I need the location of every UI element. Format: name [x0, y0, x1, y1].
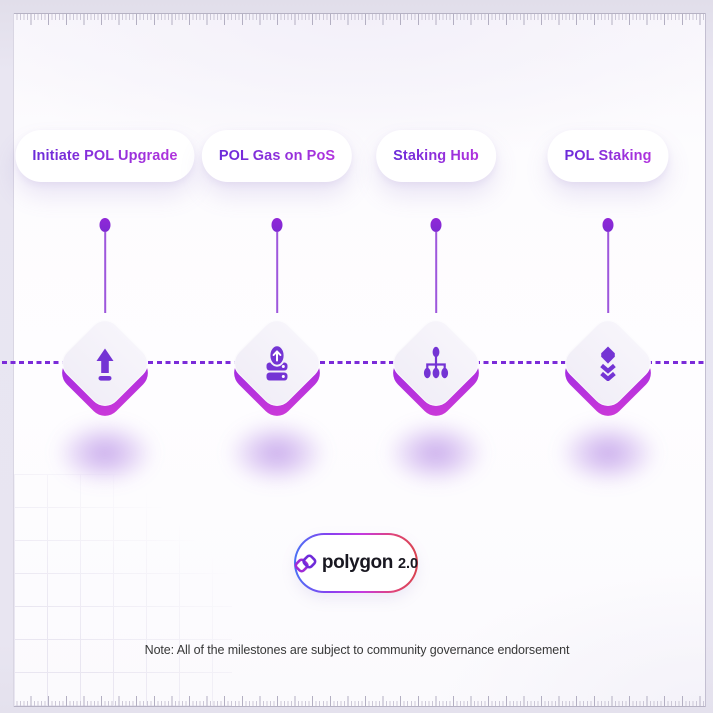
timeline-dashed-line	[2, 361, 706, 365]
milestone-label: POL Gas on PoS	[218, 148, 336, 164]
diamond-shadow	[538, 408, 678, 498]
canvas-right-border	[705, 13, 706, 707]
diamond-shadow	[207, 408, 347, 498]
timeline-dot	[99, 218, 111, 232]
timeline-dot	[430, 218, 442, 232]
canvas-left-border	[13, 13, 14, 707]
stacked-layers-icon	[589, 344, 627, 382]
bottom-ruler	[13, 696, 705, 707]
milestone-label-card: Staking Hub	[376, 130, 496, 182]
polygon-logo-badge: polygon 2.0	[294, 533, 418, 593]
diamond-card	[386, 313, 486, 413]
timeline-stem	[276, 231, 278, 313]
background-grid	[14, 474, 232, 706]
upload-arrow-icon	[86, 344, 124, 382]
logo-version-text: 2.0	[397, 556, 419, 572]
diamond-card	[55, 313, 155, 413]
timeline-stem	[607, 231, 609, 313]
milestone-label: Staking Hub	[393, 148, 479, 164]
timeline-stem	[435, 231, 437, 313]
governance-note: Note: All of the milestones are subject …	[144, 643, 570, 657]
timeline-dot	[602, 218, 614, 232]
timeline-dot	[271, 218, 283, 232]
milestone-label: Initiate POL Upgrade	[32, 148, 178, 164]
milestone-label-card: Initiate POL Upgrade	[15, 130, 195, 182]
gas-coins-icon	[258, 344, 296, 382]
logo-brand-text: polygon	[321, 552, 393, 573]
diamond-shadow	[366, 408, 506, 498]
diamond-card	[558, 313, 658, 413]
diamond-shadow	[35, 408, 175, 498]
timeline-stem	[104, 231, 106, 313]
milestone-label: POL Staking	[564, 148, 652, 164]
top-ruler	[13, 13, 705, 25]
diamond-card	[227, 313, 327, 413]
polygon-logo-icon	[294, 552, 317, 575]
milestone-label-card: POL Staking	[547, 130, 669, 182]
milestone-label-card: POL Gas on PoS	[201, 130, 353, 182]
hierarchy-icon	[417, 344, 455, 382]
